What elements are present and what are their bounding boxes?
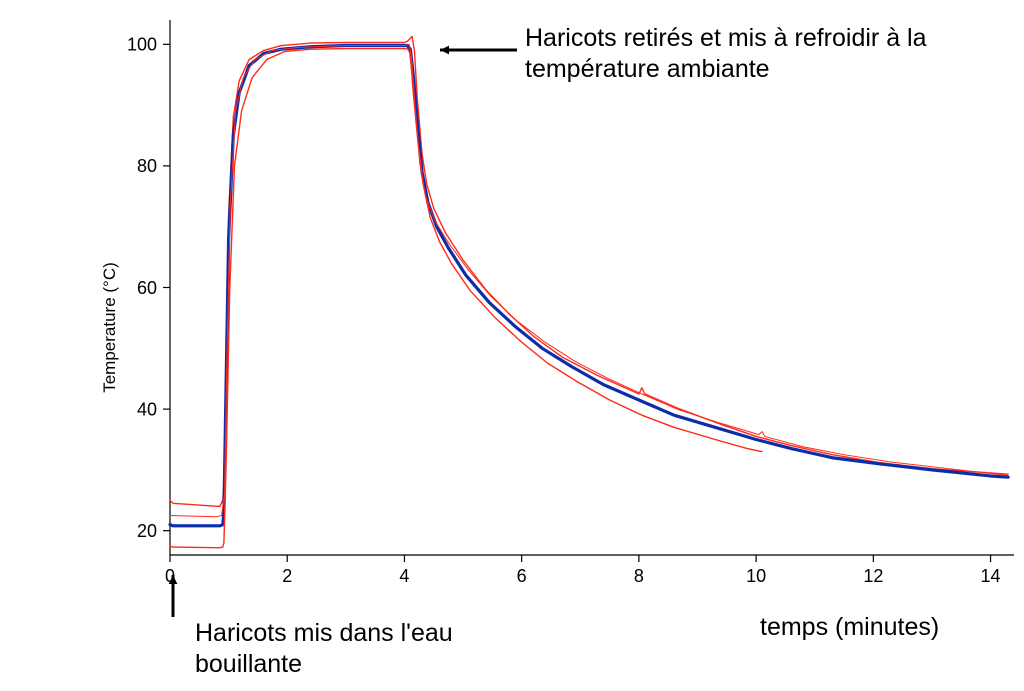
svg-text:80: 80 [137, 156, 157, 176]
annotation-removed-cooling: Haricots retirés et mis à refroidir à la… [525, 23, 945, 86]
y-axis-label: Temperature (°C) [100, 262, 119, 393]
svg-text:60: 60 [137, 278, 157, 298]
annotation-put-in-water: Haricots mis dans l'eau bouillante [195, 618, 495, 681]
svg-text:20: 20 [137, 521, 157, 541]
svg-text:100: 100 [127, 35, 157, 55]
svg-text:14: 14 [981, 566, 1001, 586]
svg-text:40: 40 [137, 399, 157, 419]
svg-text:4: 4 [399, 566, 409, 586]
svg-text:2: 2 [282, 566, 292, 586]
svg-text:12: 12 [863, 566, 883, 586]
svg-text:10: 10 [746, 566, 766, 586]
temperature-chart: 0246810121420406080100Temperature (°C) [0, 0, 1024, 691]
x-axis-label: temps (minutes) [760, 612, 939, 643]
svg-text:6: 6 [517, 566, 527, 586]
svg-text:8: 8 [634, 566, 644, 586]
